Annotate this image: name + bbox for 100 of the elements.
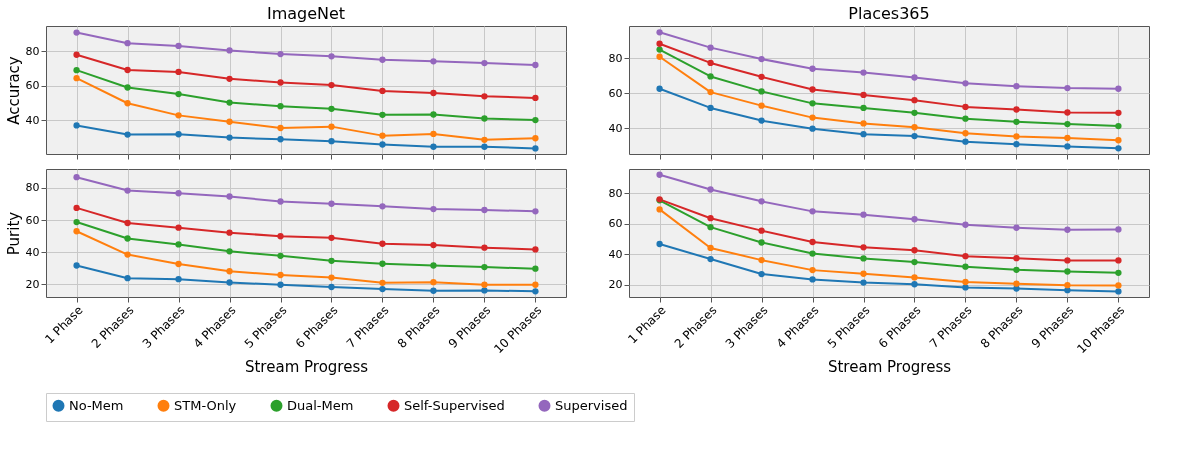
point — [1064, 282, 1071, 289]
point — [226, 248, 233, 255]
point — [656, 206, 663, 213]
point — [1115, 85, 1122, 92]
point — [962, 130, 969, 137]
point — [226, 229, 233, 236]
point — [809, 86, 816, 93]
point — [175, 68, 182, 76]
point — [1115, 269, 1122, 277]
point — [809, 125, 816, 132]
point — [656, 46, 663, 53]
point — [73, 51, 80, 58]
point — [707, 59, 714, 67]
point — [481, 115, 488, 122]
point — [1013, 106, 1020, 113]
point — [73, 29, 80, 36]
point — [430, 130, 437, 138]
y-tick-label: 60 — [608, 217, 623, 231]
point — [328, 200, 335, 207]
point — [328, 123, 335, 130]
point — [707, 73, 714, 80]
point — [860, 211, 867, 218]
point — [707, 255, 714, 263]
point — [481, 93, 488, 100]
point — [175, 224, 182, 231]
point — [430, 89, 437, 97]
point — [962, 284, 969, 291]
point — [860, 255, 867, 262]
point — [532, 145, 539, 152]
point — [379, 279, 386, 287]
y-tick-label: 80 — [608, 186, 623, 200]
point — [328, 257, 335, 264]
point — [379, 87, 386, 95]
point — [73, 174, 80, 181]
point — [277, 50, 284, 58]
point — [1115, 288, 1122, 295]
point — [226, 75, 233, 82]
point — [809, 276, 816, 283]
point — [962, 278, 969, 286]
y-tick-label: 40 — [608, 247, 623, 261]
point — [1064, 226, 1071, 233]
point — [226, 193, 233, 200]
y-tick-label: 20 — [608, 278, 623, 292]
point — [656, 85, 663, 92]
legend-label: STM-Only — [174, 397, 237, 413]
point — [758, 88, 765, 95]
x-axis-title: Stream Progress — [827, 357, 952, 376]
point — [481, 59, 488, 67]
y-tick-label: 80 — [25, 44, 40, 58]
point — [532, 208, 539, 215]
point — [962, 80, 969, 87]
point — [328, 138, 335, 145]
point — [809, 266, 816, 274]
point — [481, 263, 488, 271]
point — [758, 55, 765, 63]
point — [1115, 226, 1122, 233]
point — [707, 88, 714, 96]
point — [277, 198, 284, 205]
point — [1013, 141, 1020, 148]
point — [277, 271, 284, 279]
point — [277, 124, 284, 132]
point — [124, 275, 131, 282]
y-tick-label: 80 — [25, 181, 40, 195]
point — [124, 131, 131, 138]
point — [277, 103, 284, 110]
point — [707, 215, 714, 222]
y-tick-label: 40 — [608, 121, 623, 135]
point — [860, 69, 867, 76]
point — [1013, 266, 1020, 273]
point — [1115, 282, 1122, 289]
x-axis-title: Stream Progress — [244, 357, 369, 376]
point — [1064, 120, 1071, 128]
point — [532, 246, 539, 253]
point — [175, 112, 182, 119]
point — [1064, 109, 1071, 116]
point — [226, 268, 233, 275]
point — [328, 81, 335, 89]
point — [73, 228, 80, 235]
point — [911, 109, 918, 117]
point — [175, 42, 182, 50]
point — [758, 227, 765, 234]
point — [73, 262, 80, 269]
point — [532, 116, 539, 124]
point — [962, 103, 969, 111]
y-tick-label: 20 — [25, 277, 40, 291]
y-tick-label: 80 — [608, 51, 623, 65]
point — [1064, 134, 1071, 142]
point — [124, 100, 131, 107]
point — [328, 283, 335, 291]
point — [911, 274, 918, 281]
point — [707, 244, 714, 252]
y-tick-label: 60 — [25, 79, 40, 93]
point — [809, 114, 816, 121]
point — [481, 244, 488, 251]
point — [1115, 137, 1122, 144]
y-tick-label: 60 — [25, 213, 40, 227]
point — [1115, 122, 1122, 130]
point — [277, 252, 284, 259]
point — [430, 143, 437, 150]
point — [226, 279, 233, 286]
